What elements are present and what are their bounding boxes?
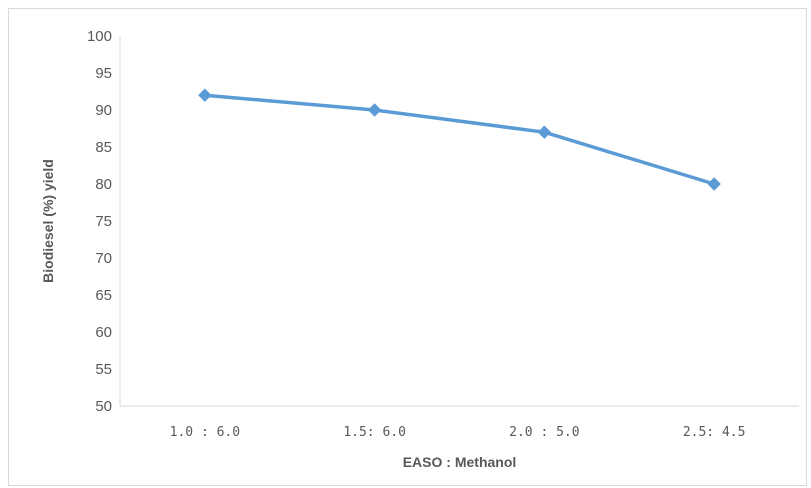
y-tick-label: 55: [95, 361, 112, 378]
x-tick-label: 1.5: 6.0: [343, 425, 406, 440]
data-point-marker: [198, 88, 212, 102]
chart-axes: [119, 36, 799, 407]
x-tick-labels: 1.0 : 6.0 1.5: 6.0 2.0 : 5.0 2.5: 4.5: [170, 425, 746, 440]
y-tick-label: 95: [95, 65, 112, 82]
y-tick-label: 50: [95, 398, 112, 415]
y-tick-labels: 50 55 60 65 70 75 80 85 90 95 100: [87, 28, 112, 415]
y-tick-label: 60: [95, 324, 112, 341]
y-tick-label: 80: [95, 176, 112, 193]
line-chart: 50 55 60 65 70 75 80 85 90 95 100 1.0 : 6.0 1.5: 6.…: [40, 28, 799, 470]
series-layer: [198, 88, 721, 191]
y-tick-label: 75: [95, 213, 112, 230]
y-tick-label: 100: [87, 28, 112, 45]
chart-area: 50 55 60 65 70 75 80 85 90 95 100 1.0 : 6.0 1.5: 6.…: [8, 8, 807, 486]
x-tick-label: 1.0 : 6.0: [170, 425, 240, 440]
data-point-marker: [537, 125, 552, 139]
x-axis-title: EASO : Methanol: [403, 454, 517, 470]
y-tick-label: 85: [95, 139, 112, 156]
y-tick-label: 70: [95, 250, 112, 267]
y-tick-label: 90: [95, 102, 112, 119]
data-point-marker: [367, 103, 382, 117]
x-tick-label: 2.0 : 5.0: [509, 425, 579, 440]
x-tick-label: 2.5: 4.5: [683, 425, 746, 440]
data-point-marker: [707, 177, 721, 191]
y-tick-label: 65: [95, 287, 112, 304]
y-axis-title: Biodiesel (%) yield: [40, 159, 56, 283]
series-line: [203, 93, 716, 186]
